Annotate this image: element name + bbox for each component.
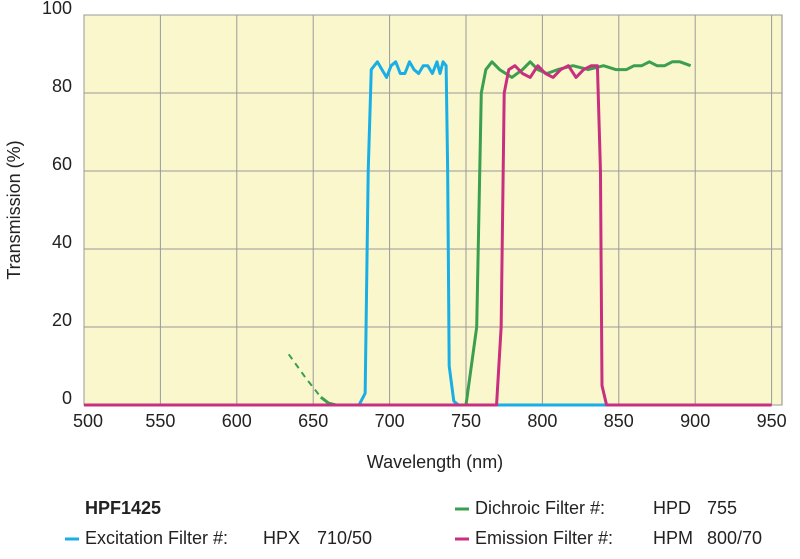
x-tick-label: 800 bbox=[527, 411, 557, 431]
legend-label: Emission Filter #: bbox=[475, 528, 613, 548]
legend-label: Excitation Filter #: bbox=[85, 528, 228, 548]
x-tick-label: 850 bbox=[604, 411, 634, 431]
series-line bbox=[319, 60, 692, 407]
series-line bbox=[287, 353, 322, 398]
x-tick-label: 650 bbox=[298, 411, 328, 431]
y-tick-label: 20 bbox=[52, 310, 72, 330]
x-tick-label: 900 bbox=[680, 411, 710, 431]
x-tick-label: 750 bbox=[451, 411, 481, 431]
legend-spec: 710/50 bbox=[317, 528, 372, 548]
legend-label: Dichroic Filter #: bbox=[475, 498, 605, 518]
y-axis-label: Transmission (%) bbox=[4, 140, 24, 279]
y-tick-label: 60 bbox=[52, 154, 72, 174]
plot-area bbox=[83, 14, 783, 406]
series-line bbox=[84, 64, 772, 407]
legend-title: HPF1425 bbox=[85, 498, 161, 518]
series-line bbox=[84, 60, 772, 407]
x-tick-label: 550 bbox=[145, 411, 175, 431]
x-tick-label: 600 bbox=[222, 411, 252, 431]
x-tick-label: 500 bbox=[73, 411, 103, 431]
legend-part: HPM bbox=[653, 528, 693, 548]
legend-part: HPD bbox=[653, 498, 691, 518]
legend-part: HPX bbox=[263, 528, 300, 548]
y-tick-label: 40 bbox=[52, 232, 72, 252]
x-axis-label: Wavelength (nm) bbox=[367, 452, 503, 472]
y-tick-label: 80 bbox=[52, 76, 72, 96]
x-tick-label: 950 bbox=[757, 411, 787, 431]
y-tick-label: 100 bbox=[42, 0, 72, 18]
legend-spec: 755 bbox=[707, 498, 737, 518]
legend-spec: 800/70 bbox=[707, 528, 762, 548]
x-tick-label: 700 bbox=[375, 411, 405, 431]
y-tick-label: 0 bbox=[62, 388, 72, 408]
